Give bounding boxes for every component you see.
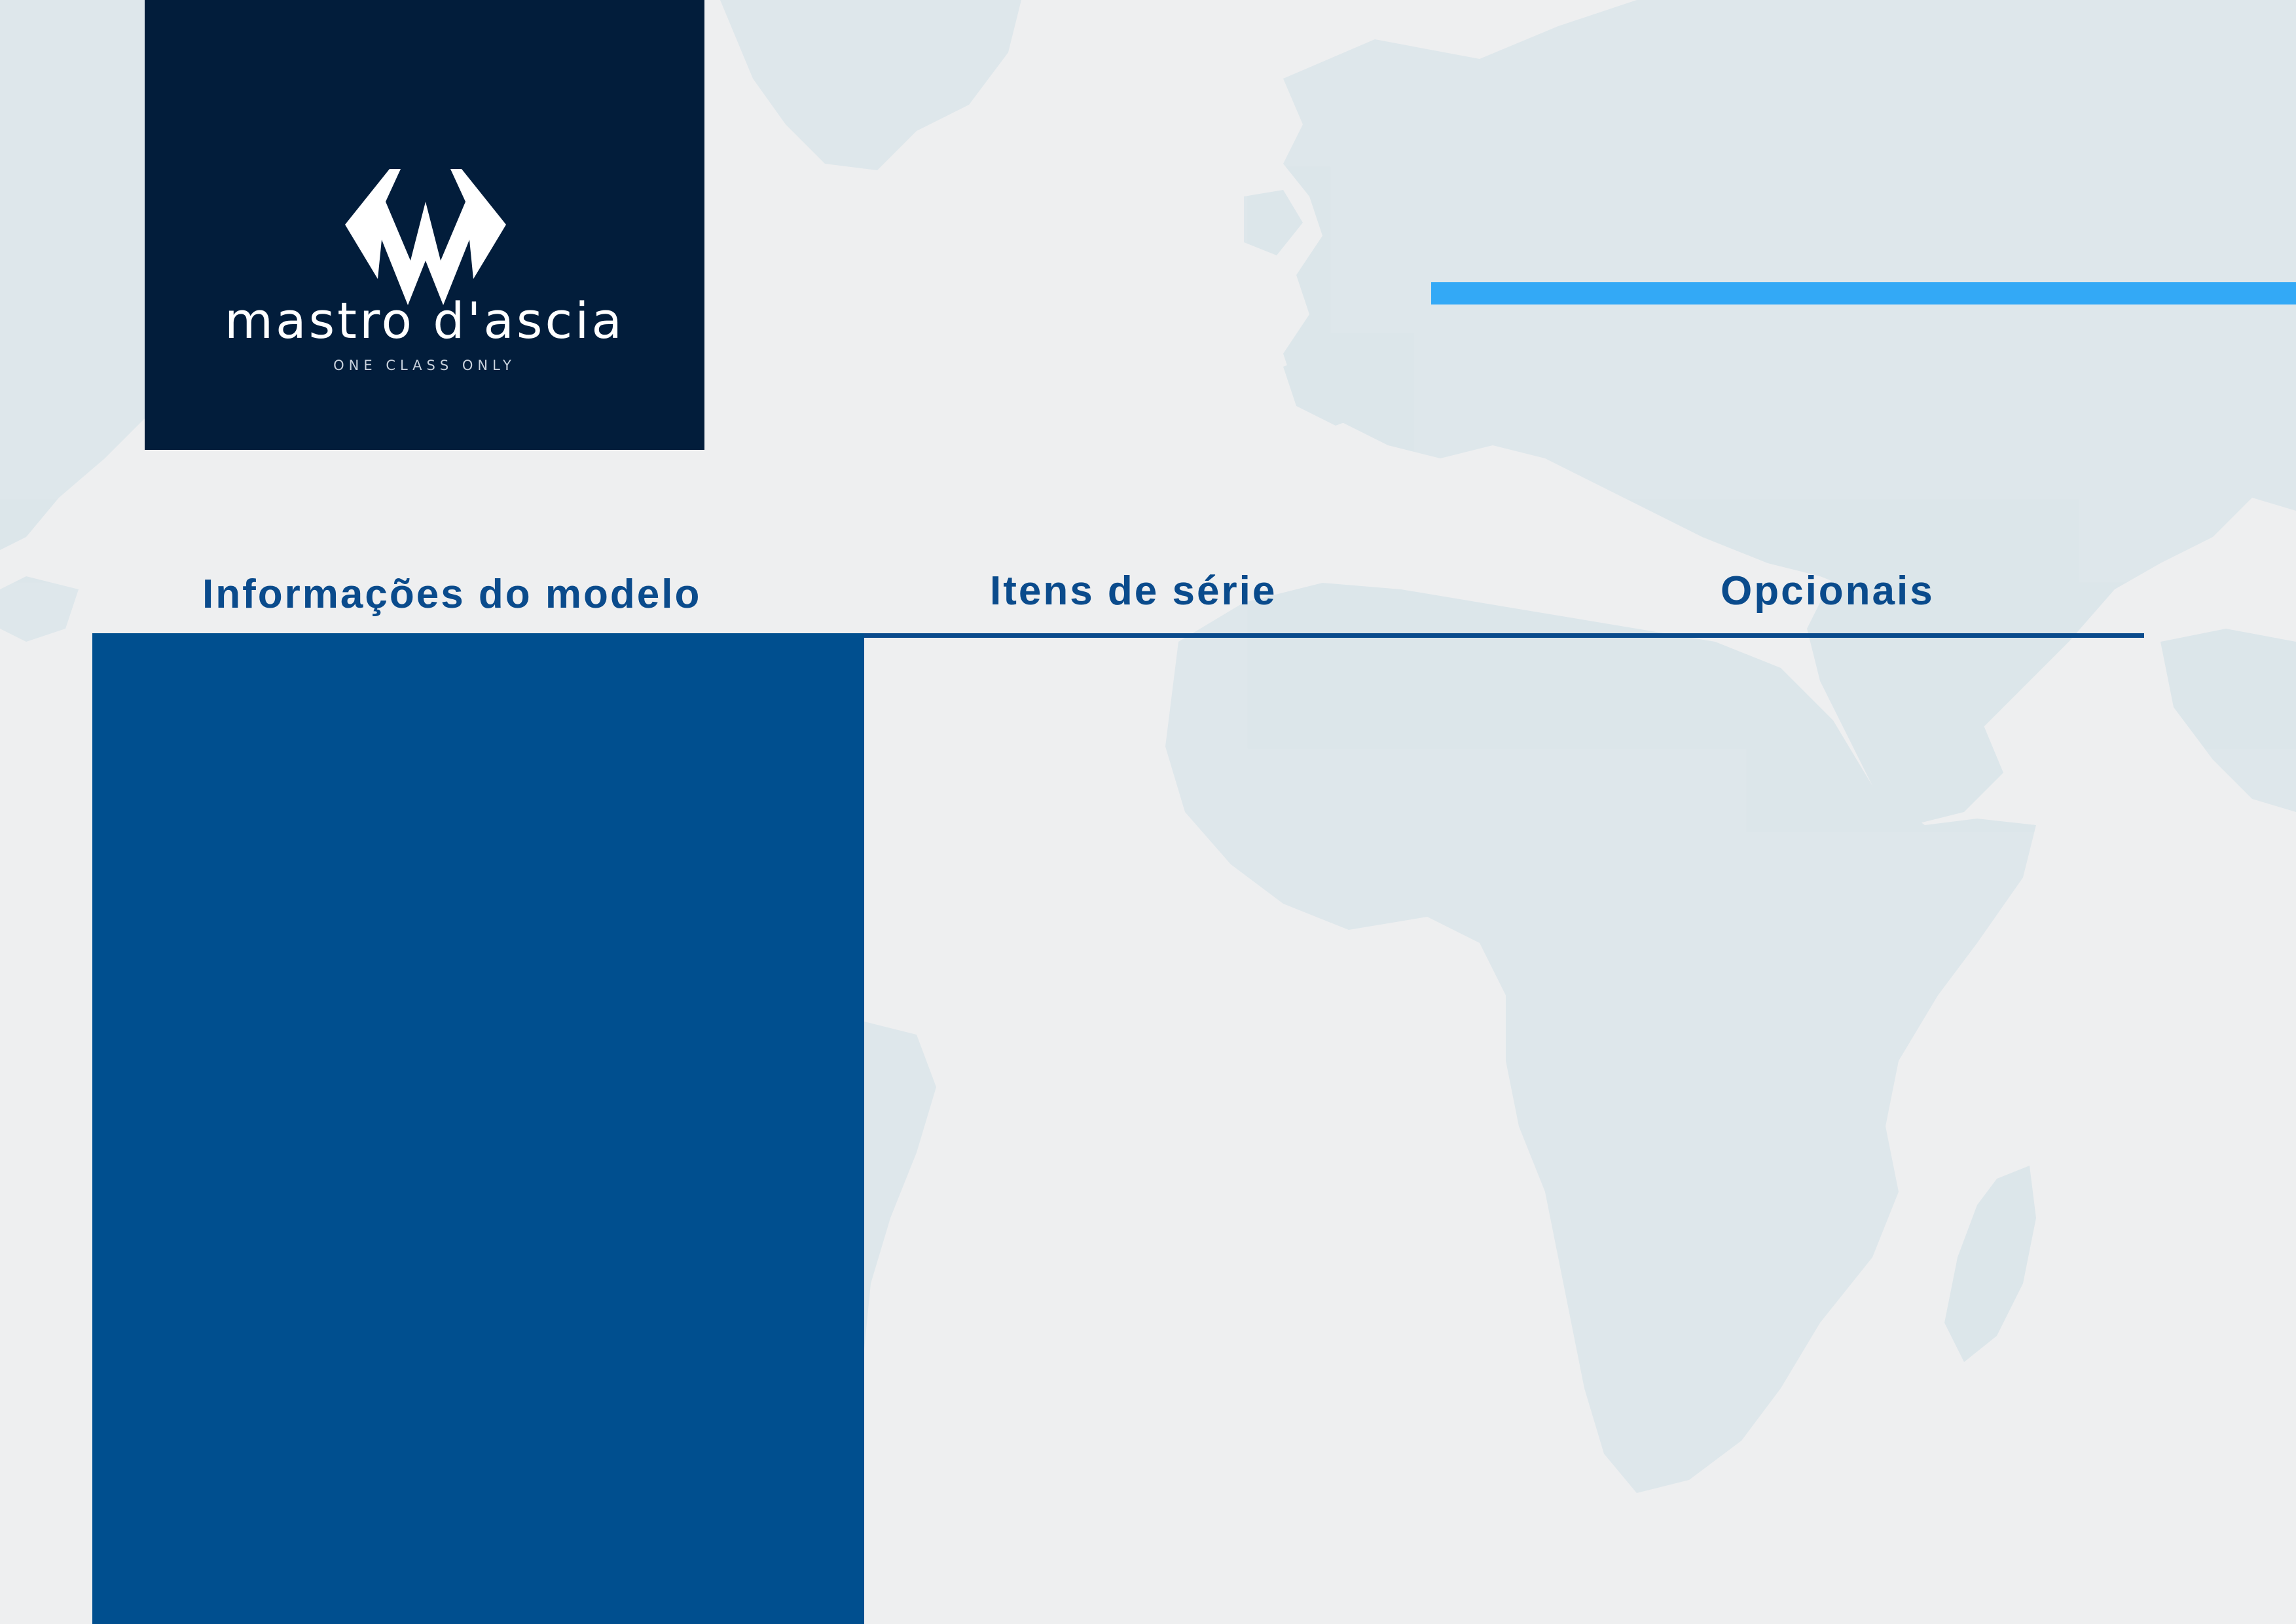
brand-logo-box: mastro d'ascia ONE CLASS ONLY bbox=[145, 0, 704, 450]
stylized-m-logo-icon bbox=[345, 169, 506, 305]
brand-tagline: ONE CLASS ONLY bbox=[333, 358, 516, 373]
heading-opcionais: Opcionais bbox=[1721, 568, 1935, 614]
heading-itens-de-serie: Itens de série bbox=[990, 568, 1277, 614]
brand-name: mastro d'ascia bbox=[224, 291, 625, 350]
heading-informacoes-do-modelo: Informações do modelo bbox=[202, 572, 702, 617]
model-info-panel bbox=[92, 633, 864, 1624]
header-divider bbox=[92, 633, 2144, 638]
accent-bar bbox=[1431, 282, 2296, 304]
